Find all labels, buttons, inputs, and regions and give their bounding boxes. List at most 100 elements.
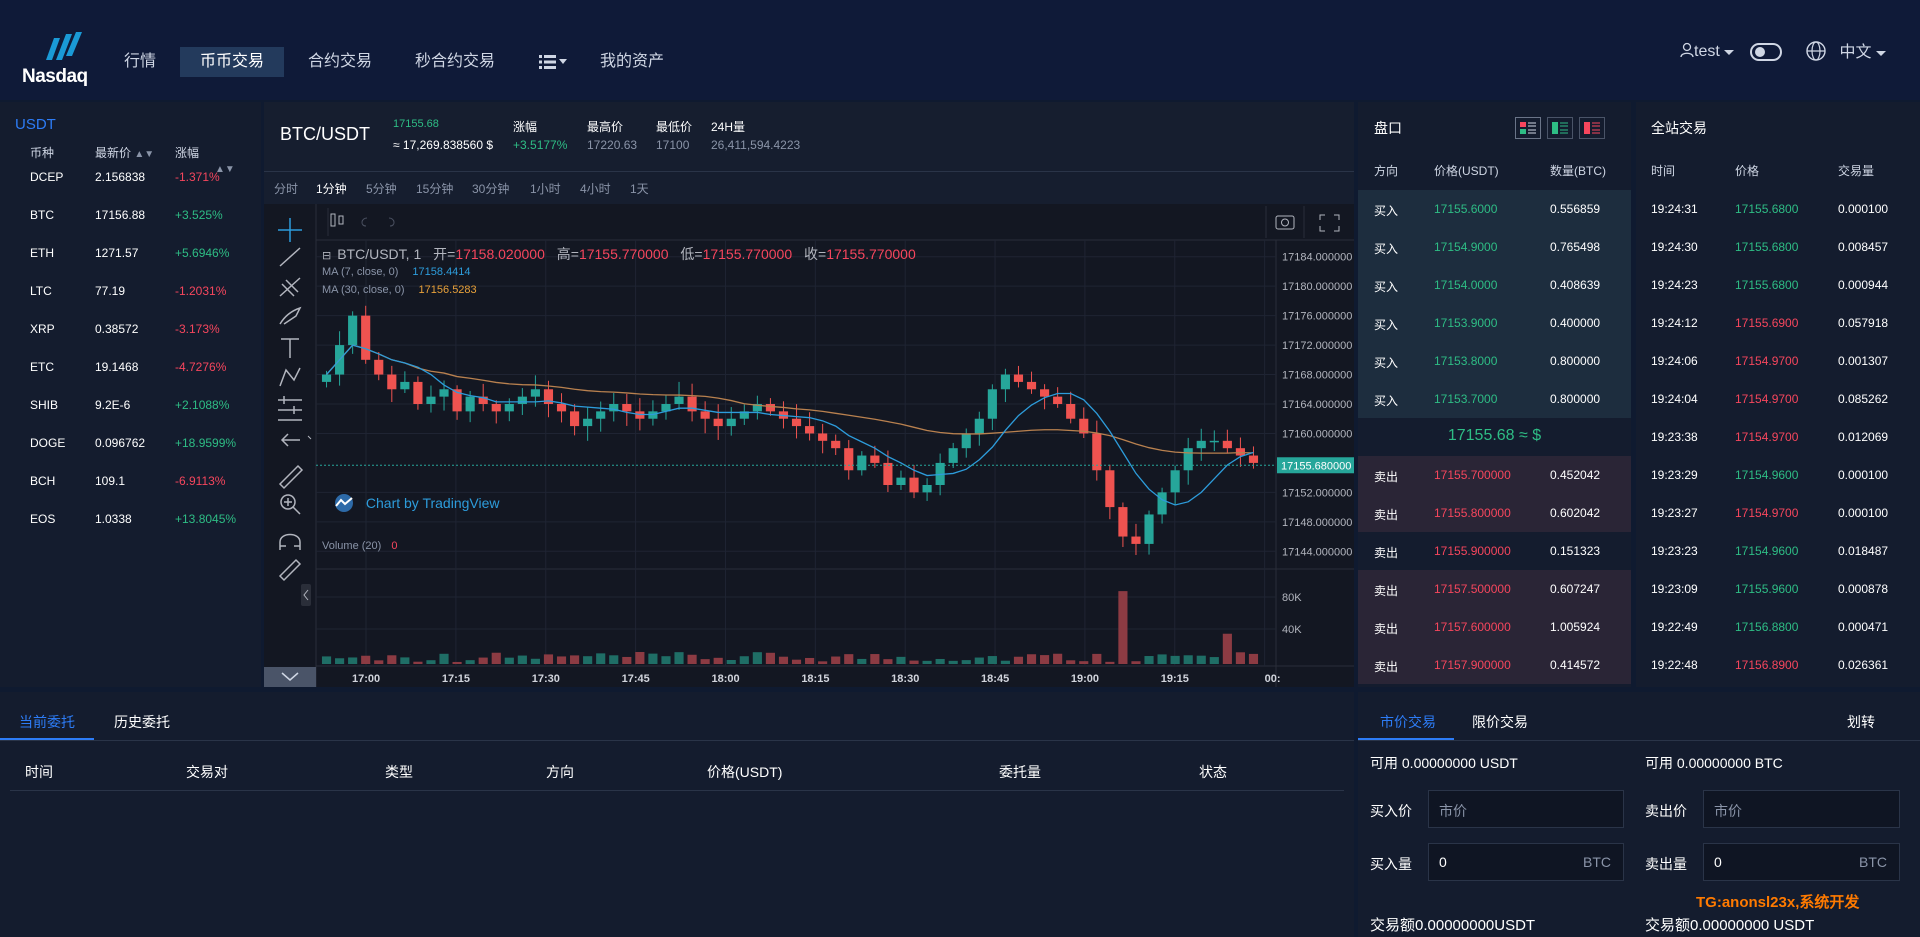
volume-bar (517, 655, 527, 664)
ob-buy-row[interactable]: 买入 17153.7000 0.800000 (1358, 380, 1631, 418)
market-row-btc[interactable]: BTC 17156.88 +3.525% (0, 208, 261, 232)
trade-qty: 0.085262 (1838, 392, 1889, 406)
timeframe-6[interactable]: 4小时 (580, 182, 611, 196)
ob-buy-row[interactable]: 买入 17154.0000 0.408639 (1358, 266, 1631, 304)
ob-sell-row[interactable]: 卖出 17155.900000 0.151323 (1358, 532, 1631, 570)
market-row-eth[interactable]: ETH 1271.57 +5.6946% (0, 246, 261, 270)
buy-price-input[interactable]: 市价 (1428, 790, 1624, 828)
market-row-doge[interactable]: DOGE 0.096762 +18.9599% (0, 436, 261, 460)
tradingview-chart[interactable]: 17184.000000 17180.000000 17176.000000 1717… (264, 204, 1354, 687)
ob-buy-row[interactable]: 买入 17153.8000 0.800000 (1358, 342, 1631, 380)
quote-tab-usdt[interactable]: USDT (15, 116, 56, 133)
timeframe-0[interactable]: 分时 (274, 182, 299, 196)
theme-toggle[interactable] (1750, 43, 1782, 61)
toolbar-collapse-handle[interactable] (301, 584, 311, 606)
market-row-eos[interactable]: EOS 1.0338 +13.8045% (0, 512, 261, 536)
market-row-dcep[interactable]: DCEP 2.156838 -1.371% (0, 170, 261, 194)
transfer-button[interactable]: 划转 (1847, 714, 1875, 730)
undo-icon[interactable] (361, 217, 368, 227)
ob-sell-row[interactable]: 卖出 17157.900000 0.414572 (1358, 646, 1631, 684)
tab-limit-order[interactable]: 限价交易 (1472, 714, 1528, 730)
volume-bar (818, 661, 828, 664)
timeframe-3[interactable]: 15分钟 (416, 182, 454, 196)
market-price: 0.38572 (95, 322, 139, 336)
redo-icon[interactable] (388, 217, 395, 227)
candle-style-icon[interactable] (330, 213, 344, 227)
volume-bar (1079, 661, 1089, 664)
trend-line-icon[interactable] (279, 247, 301, 267)
market-row-ltc[interactable]: LTC 77.19 -1.2031% (0, 284, 261, 308)
ob-sell-row[interactable]: 卖出 17157.500000 0.607247 (1358, 570, 1631, 608)
col-header-change[interactable]: 涨幅 ▲▼ (175, 146, 235, 175)
ruler-icon[interactable] (278, 464, 304, 490)
sort-icon: ▲▼ (215, 164, 235, 175)
trade-qty: 0.018487 (1838, 544, 1889, 558)
market-row-bch[interactable]: BCH 109.1 -6.9113% (0, 474, 261, 498)
ob-header-qty: 数量(BTC) (1550, 164, 1606, 178)
camera-icon[interactable] (1275, 215, 1295, 230)
candle (870, 445, 880, 468)
view-both-icon[interactable] (1515, 117, 1541, 139)
timeframe-2[interactable]: 5分钟 (366, 182, 397, 196)
nav-assets[interactable]: 我的资产 (599, 53, 664, 70)
ob-sell-row[interactable]: 卖出 17155.700000 0.452042 (1358, 456, 1631, 494)
ob-side: 卖出 (1374, 660, 1399, 674)
back-arrow-icon[interactable] (280, 433, 300, 447)
timeframe-4[interactable]: 30分钟 (472, 182, 510, 196)
view-buy-icon[interactable] (1547, 117, 1573, 139)
toolbar-scroll-down[interactable] (264, 667, 316, 687)
nav-contract[interactable]: 合约交易 (307, 53, 372, 70)
sell-qty-input[interactable]: 0 BTC (1703, 843, 1900, 881)
brush-icon[interactable] (279, 306, 302, 325)
ob-sell-row[interactable]: 卖出 17155.800000 0.602042 (1358, 494, 1631, 532)
candle (1144, 510, 1154, 555)
language-menu[interactable]: 中文 (1805, 40, 1905, 64)
text-icon[interactable] (281, 338, 299, 358)
y-tick-label: 17176.000000 (1282, 311, 1352, 323)
timeframe-7[interactable]: 1天 (630, 182, 649, 196)
ob-buy-row[interactable]: 买入 17153.9000 0.400000 (1358, 304, 1631, 342)
market-change: -1.2031% (175, 284, 227, 298)
sell-price-input[interactable]: 市价 (1703, 790, 1900, 828)
nav-spot[interactable]: 币币交易 (180, 47, 284, 77)
fib-icon[interactable] (279, 277, 301, 297)
timeframe-5[interactable]: 1小时 (530, 182, 561, 196)
tab-order-history[interactable]: 历史委托 (114, 714, 170, 730)
vol-value: 26,411,594.4223 (711, 138, 801, 152)
market-row-etc[interactable]: ETC 19.1468 -4.7276% (0, 360, 261, 384)
nav-market[interactable]: 行情 (123, 53, 156, 70)
lock-draw-icon[interactable] (278, 558, 302, 582)
zoom-icon[interactable] (280, 494, 301, 515)
user-menu[interactable]: test (1680, 40, 1742, 64)
tab-market-order[interactable]: 市价交易 (1380, 714, 1436, 730)
crosshair-icon[interactable] (278, 218, 302, 242)
ob-side: 卖出 (1374, 508, 1399, 522)
candle (361, 305, 371, 364)
ob-buy-row[interactable]: 买入 17154.9000 0.765498 (1358, 228, 1631, 266)
pattern-icon[interactable] (279, 367, 301, 387)
market-row-shib[interactable]: SHIB 9.2E-6 +2.1088% (0, 398, 261, 422)
tab-current-orders[interactable]: 当前委托 (19, 714, 75, 730)
ob-buy-row[interactable]: 买入 17155.6000 0.556859 (1358, 190, 1631, 228)
market-row-xrp[interactable]: XRP 0.38572 -3.173% (0, 322, 261, 346)
candle (452, 385, 462, 420)
ob-side: 卖出 (1374, 546, 1399, 560)
nav-second-contract[interactable]: 秒合约交易 (414, 53, 495, 70)
volume-bar (726, 659, 736, 664)
candle (857, 451, 867, 476)
prediction-icon[interactable] (278, 396, 302, 421)
fullscreen-icon[interactable] (1319, 214, 1340, 232)
timeframe-1[interactable]: 1分钟 (316, 182, 347, 196)
volume-bar (400, 657, 410, 664)
buy-qty-input[interactable]: 0 BTC (1428, 843, 1624, 881)
view-sell-icon[interactable] (1579, 117, 1605, 139)
collapse-icon[interactable]: ⊟ (322, 250, 332, 262)
list-menu-icon[interactable] (537, 52, 573, 72)
magnet-icon[interactable] (279, 533, 301, 551)
tradingview-watermark[interactable]: Chart by TradingView (332, 494, 499, 512)
market-price: 77.19 (95, 284, 126, 298)
col-header-price[interactable]: 最新价 ▲▼ (95, 146, 155, 160)
trades-header-time: 时间 (1651, 164, 1676, 178)
logo[interactable]: Nasdaq (22, 30, 102, 90)
ob-sell-row[interactable]: 卖出 17157.600000 1.005924 (1358, 608, 1631, 646)
